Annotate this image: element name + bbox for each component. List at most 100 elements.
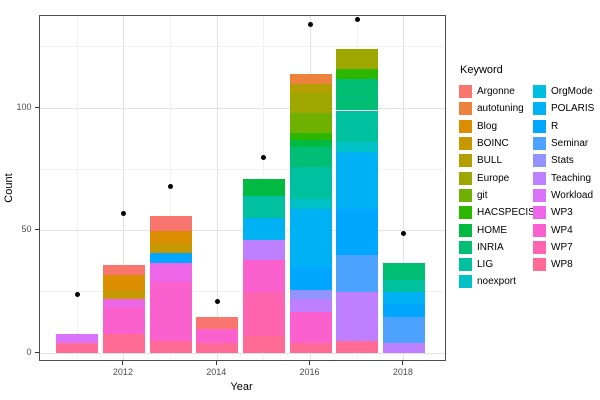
legend-column-2: OrgMode POLARIS R Seminar Stats Teaching Workl…: [533, 83, 594, 291]
legend-swatch-wp3: [533, 206, 546, 220]
legend-item-inria: INRIA: [459, 239, 528, 256]
legend-item-boinc: BOINC: [459, 135, 528, 152]
legend-label: Teaching: [551, 172, 592, 184]
legend-item-blog: Blog: [459, 118, 528, 135]
y-tick-label: 50: [21, 224, 32, 235]
legend-item-teaching: Teaching: [533, 169, 594, 186]
legend-label: Europe: [477, 172, 510, 184]
bar-segment-wp4-2015: [242, 260, 285, 292]
legend-swatch-teaching: [533, 171, 546, 185]
x-tick-label: 2012: [112, 367, 133, 377]
x-axis-title: Year: [230, 381, 253, 393]
bar-segment-europe-2017: [336, 49, 379, 69]
legend-item-polaris: POLARIS: [533, 100, 594, 117]
legend-swatch-europe: [459, 171, 472, 185]
legend-label: Seminar: [551, 138, 589, 150]
legend-swatch-git: [459, 188, 472, 202]
bar-segment-blog-2013: [149, 230, 192, 243]
y-tick-label: 0: [26, 346, 32, 357]
x-major-gridline: [403, 16, 405, 360]
legend-label: WP4: [551, 224, 573, 236]
bar-segment-argonne-2012: [102, 265, 145, 275]
bar-segment-wp8-2013: [149, 341, 192, 354]
legend-item-wp7: WP7: [533, 239, 594, 256]
legend-item-wp8: WP8: [533, 256, 594, 273]
legend-label: R: [551, 120, 559, 132]
bar-segment-boinc-2012: [102, 289, 145, 300]
bar-segment-wp4-2012: [102, 306, 145, 334]
bar-segment-hacspecis-2017: [336, 68, 379, 79]
bar-segment-workload-2011: [56, 333, 99, 344]
bar-segment-r-2018: [382, 304, 425, 317]
bar-segment-git-2016: [289, 112, 332, 133]
y-minor-gridline: [39, 46, 445, 48]
legend-item-autotuning: autotuning: [459, 100, 528, 117]
bar-segment-inria-2016: [289, 147, 332, 167]
bar-segment-autotuning-2016: [289, 73, 332, 84]
bar-segment-noexport-2016: [289, 198, 332, 209]
x-tick-mark: [402, 361, 404, 365]
legend-swatch-inria: [459, 240, 472, 254]
bar-segment-wp8-2016: [289, 343, 332, 354]
data-point-2014: [214, 299, 220, 305]
legend-swatch-workload: [533, 188, 546, 202]
bar-segment-europe-2016: [289, 93, 332, 113]
legend-label: HOME: [477, 224, 507, 236]
bar-segment-polaris-2018: [382, 291, 425, 305]
legend-label: HACSPECIS: [477, 207, 535, 219]
data-point-2016: [308, 22, 314, 28]
bar-segment-bull-2016: [289, 83, 332, 94]
bar-segment-home-2016: [289, 139, 332, 148]
legend-item-orgmode: OrgMode: [533, 83, 594, 100]
bar-segment-wp8-2014: [196, 343, 239, 354]
bar-segment-lig-2016: [289, 166, 332, 199]
bar-segment-home-2015: [242, 179, 285, 197]
legend: Keyword Argonne autotuning Blog BOINC BULL Eu…: [459, 64, 594, 291]
legend-swatch-orgmode: [533, 85, 546, 99]
bar-segment-r-2016: [289, 267, 332, 290]
x-tick-mark: [309, 361, 311, 365]
legend-label: INRIA: [477, 241, 504, 253]
data-point-2018: [401, 230, 407, 236]
legend-columns: Argonne autotuning Blog BOINC BULL Europe git H…: [459, 83, 594, 291]
legend-item-hacspecis: HACSPECIS: [459, 204, 535, 221]
y-major-gridline: [39, 352, 445, 354]
plot-panel: [38, 15, 446, 361]
legend-item-noexport: noexport: [459, 273, 528, 290]
legend-item-europe: Europe: [459, 169, 528, 186]
legend-label: WP3: [551, 207, 573, 219]
data-point-2012: [121, 211, 127, 216]
bar-segment-wp4-2013: [149, 282, 192, 342]
bar-segment-polaris-2015: [242, 218, 285, 241]
legend-label: noexport: [477, 276, 516, 288]
y-axis-title: Count: [3, 173, 15, 203]
y-tick-mark: [34, 351, 39, 353]
bar-segment-lig-2018: [382, 279, 425, 292]
legend-swatch-blog: [459, 119, 472, 133]
legend-swatch-polaris: [533, 102, 546, 116]
bar-segment-argonne-2014: [196, 316, 239, 329]
legend-item-r: R: [533, 118, 594, 135]
legend-label: LIG: [477, 259, 494, 271]
bar-segment-r-2017: [336, 208, 379, 256]
legend-swatch-home: [459, 223, 472, 237]
bar-segment-noexport-2017: [336, 142, 379, 153]
legend-label: Argonne: [477, 86, 515, 98]
legend-label: Workload: [551, 189, 594, 201]
bar-segment-polaris-2016: [289, 208, 332, 268]
legend-item-git: git: [459, 187, 528, 204]
bar-segment-r-2013: [149, 252, 192, 263]
bar-segment-teaching-2018: [382, 343, 425, 354]
legend-label: WP8: [551, 259, 573, 271]
bar-segment-wp8-2017: [336, 341, 379, 354]
data-point-2017: [354, 17, 360, 23]
legend-label: autotuning: [477, 103, 524, 115]
bar-segment-blog-2012: [102, 274, 145, 290]
bar-segment-polaris-2017: [336, 152, 379, 209]
y-minor-gridline: [39, 291, 445, 293]
x-tick-label: 2016: [299, 367, 320, 377]
legend-item-home: HOME: [459, 221, 528, 238]
bar-segment-teaching-2016: [289, 299, 332, 312]
bar-segment-stats-2016: [289, 289, 332, 300]
x-tick-label: 2014: [206, 367, 227, 377]
